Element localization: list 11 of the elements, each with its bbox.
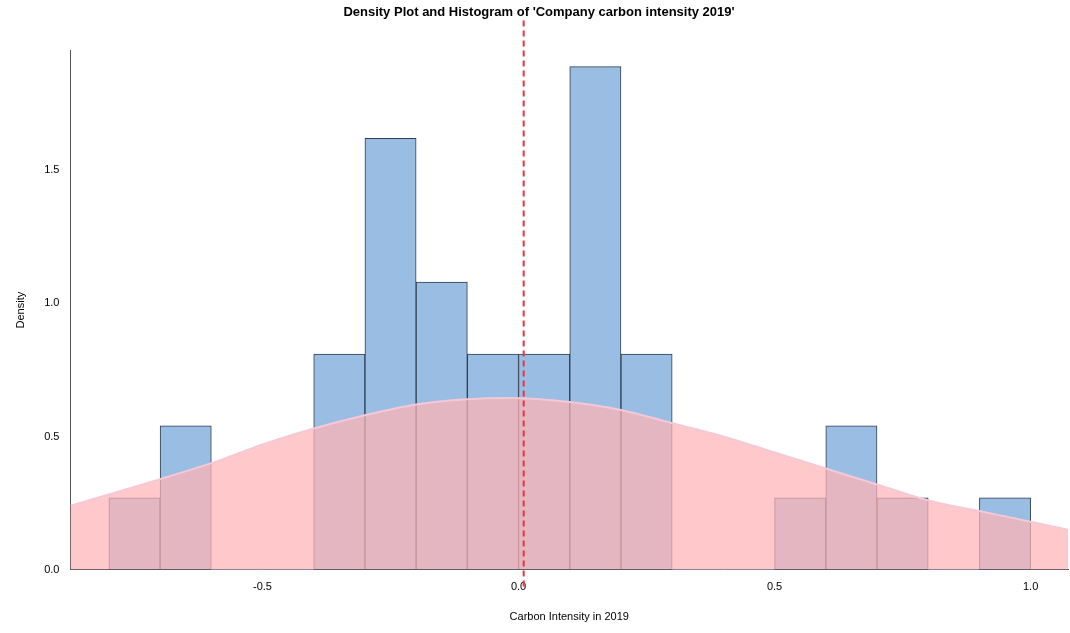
y-tick-label: 1.0: [44, 296, 60, 309]
y-tick-label: 1.5: [44, 163, 60, 176]
x-axis-title: Carbon Intensity in 2019: [509, 610, 629, 623]
x-tick-label: 1.0: [1022, 580, 1039, 593]
y-tick-label: 0.5: [44, 429, 60, 442]
x-tick-label: 0.5: [766, 580, 783, 593]
y-axis-title: Density: [13, 291, 26, 329]
x-tick-label: -0.5: [253, 580, 272, 593]
chart-title: Density Plot and Histogram of 'Company carbon intensity 2019': [343, 4, 735, 20]
x-tick-label: 0.0: [510, 580, 527, 593]
y-tick-label: 0.0: [44, 562, 60, 575]
